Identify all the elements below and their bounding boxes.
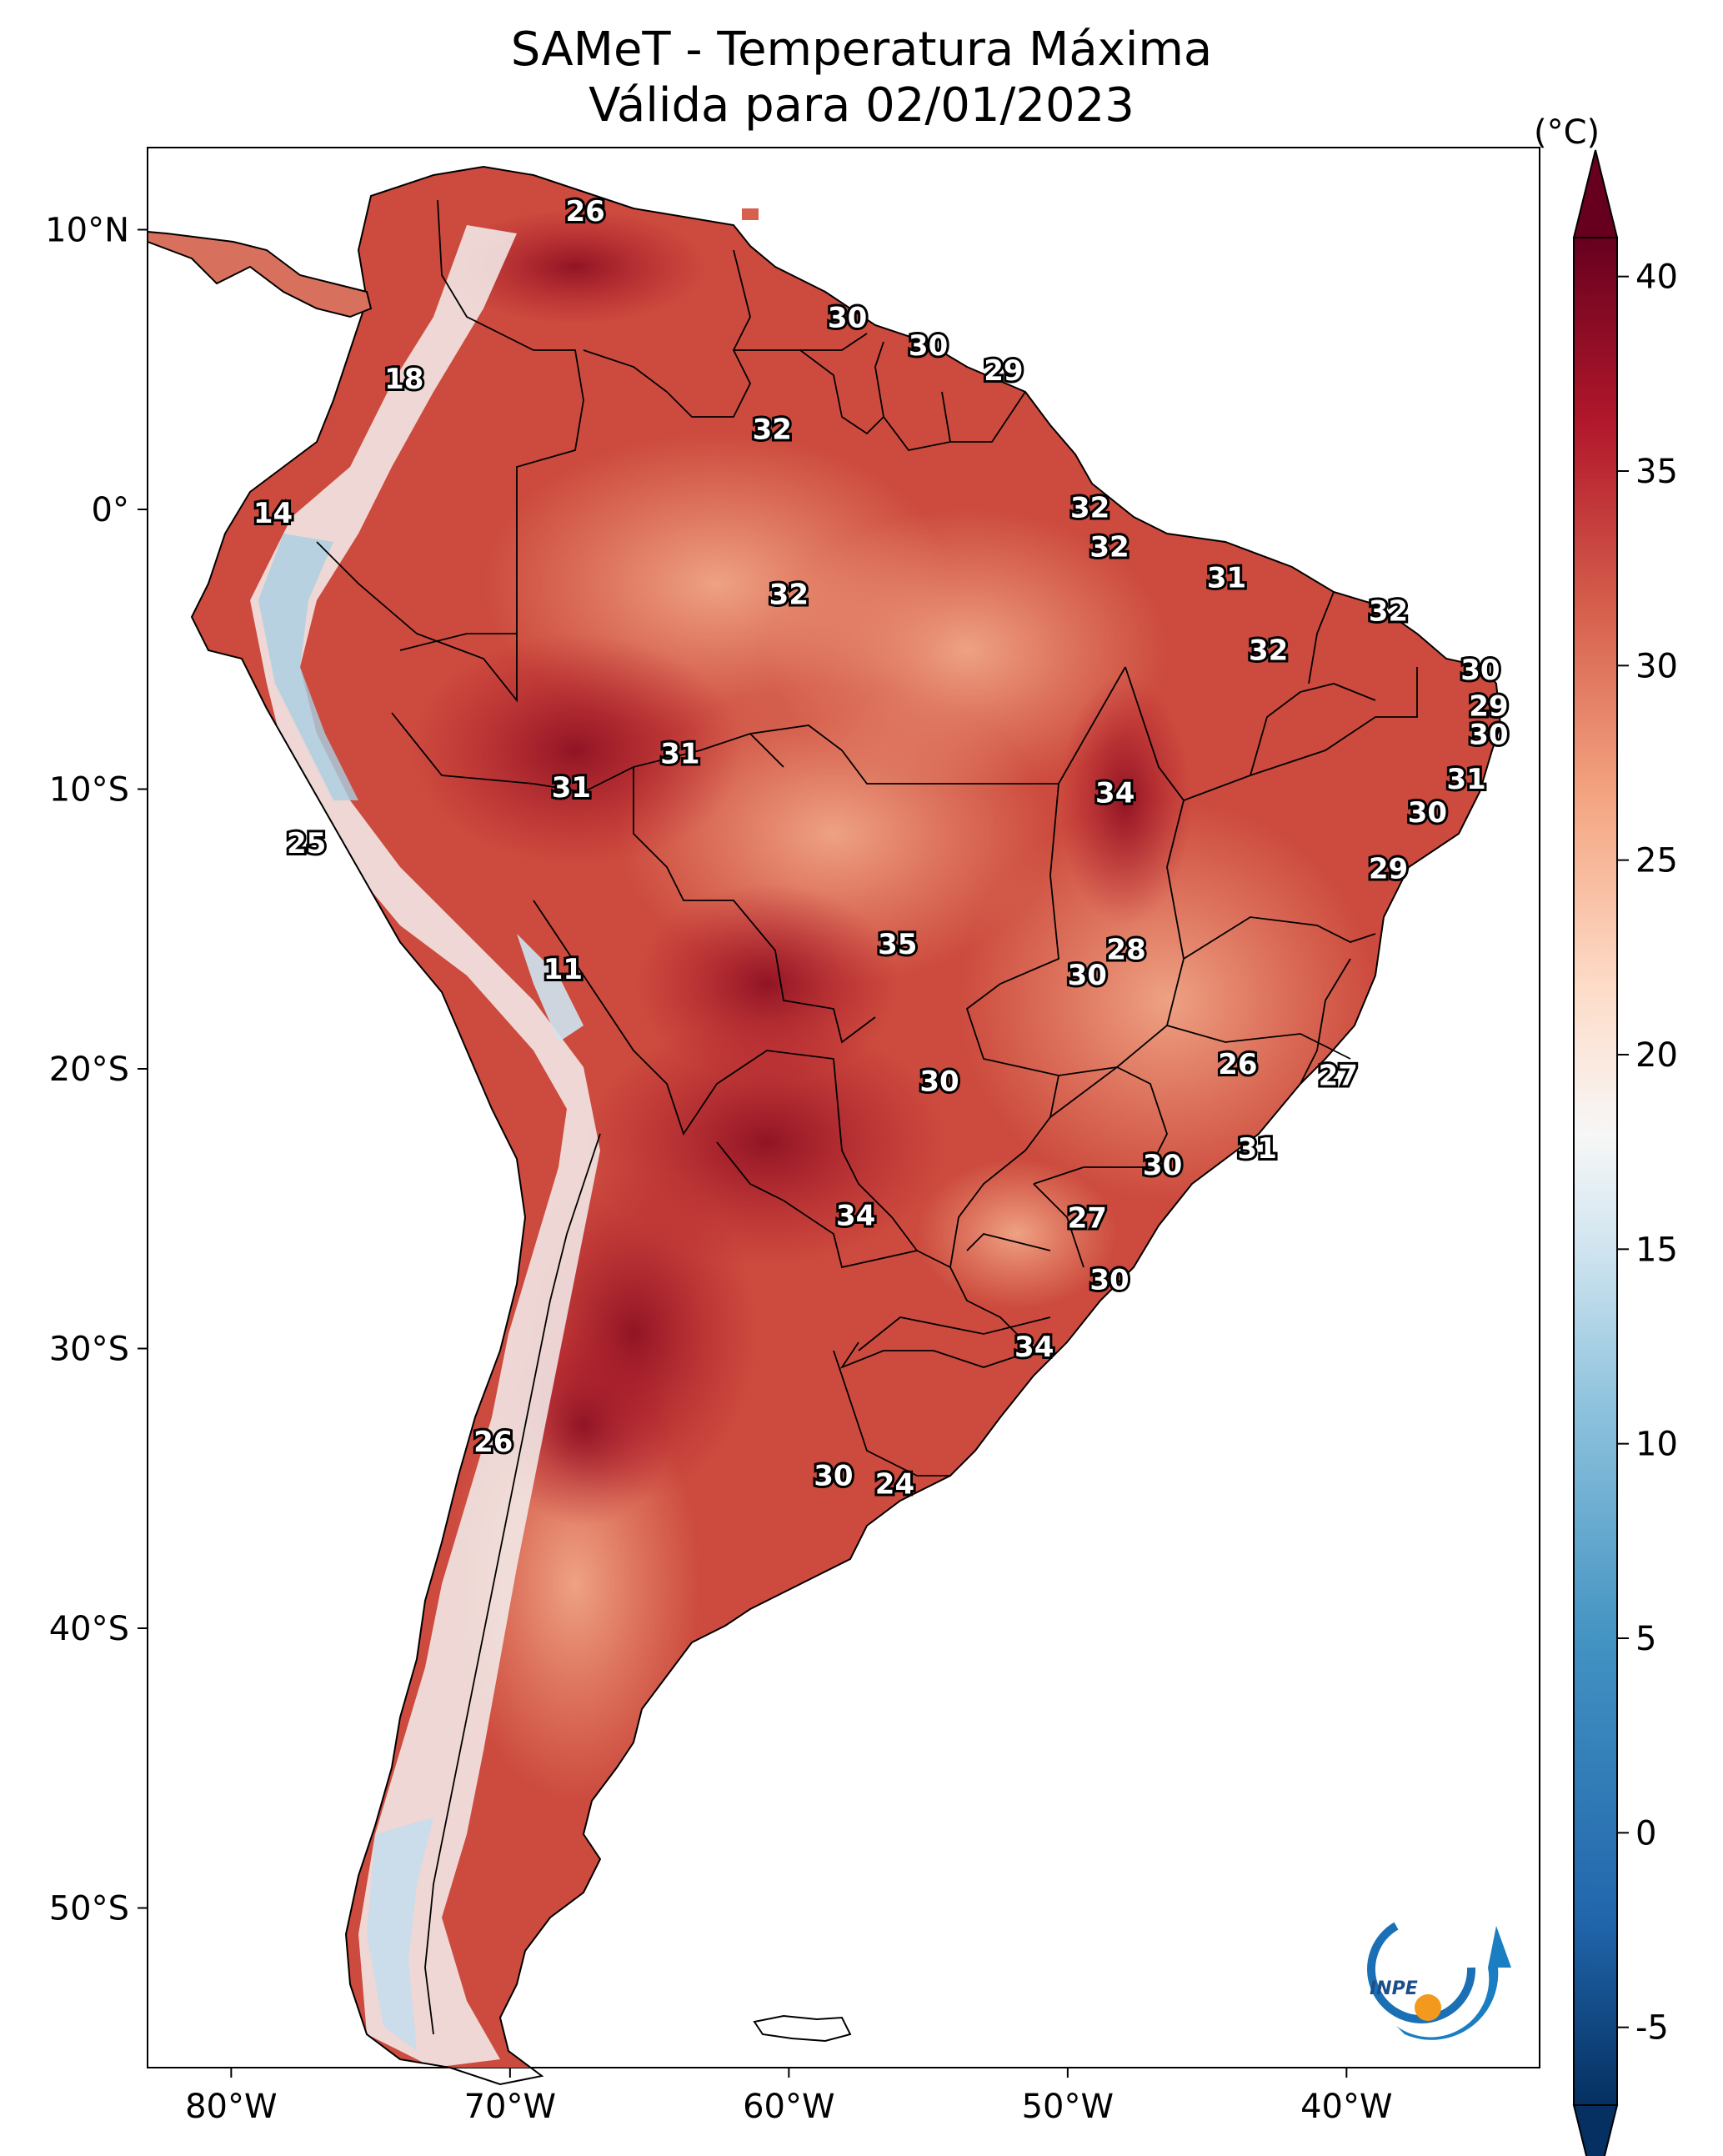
colorbar-tick-label: 25 xyxy=(1635,842,1678,880)
political-borders xyxy=(316,199,1418,2035)
temperature-label: 26 xyxy=(1218,1048,1257,1081)
temperature-label: 26 xyxy=(566,195,605,228)
temperature-label: 32 xyxy=(753,414,792,447)
lon-tick-label: 40°W xyxy=(1300,2088,1392,2126)
colorbar: (°C) 40 35 30 25 20 15 10 5 0 -5 xyxy=(1534,113,1678,2156)
temperature-label: 31 xyxy=(552,771,591,805)
temperature-label: 29 xyxy=(1369,852,1408,885)
latitude-ticks: 10°N 0° 10°S 20°S 30°S 40°S 50°S xyxy=(45,212,148,1928)
lat-tick-label: 40°S xyxy=(49,1610,129,1648)
temperature-label: 18 xyxy=(384,363,423,396)
colorbar-tick-label: 10 xyxy=(1635,1426,1678,1464)
lat-tick-label: 30°S xyxy=(49,1331,129,1369)
lon-tick-label: 50°W xyxy=(1022,2088,1114,2126)
colorbar-tick-label: 5 xyxy=(1635,1620,1656,1658)
central-america xyxy=(147,230,373,318)
logo-text: INPE xyxy=(1370,1978,1418,1999)
trinidad-island xyxy=(742,208,759,220)
lat-tick-label: 10°S xyxy=(49,771,129,810)
colorbar-tick-label: 40 xyxy=(1635,258,1678,297)
temperature-label: 11 xyxy=(543,953,583,986)
temperature-label: 14 xyxy=(253,497,293,530)
colorbar-unit: (°C) xyxy=(1534,113,1600,152)
temperature-label: 32 xyxy=(1089,530,1129,564)
colorbar-tick-label: 30 xyxy=(1635,647,1678,685)
lat-tick-label: 10°N xyxy=(45,212,129,250)
map-subtitle: Válida para 02/01/2023 xyxy=(589,78,1134,133)
temperature-label: 30 xyxy=(1089,1263,1129,1296)
colorbar-max-arrow xyxy=(1572,149,1619,238)
temperature-label: 28 xyxy=(1106,934,1145,967)
colorbar-tick-label: 0 xyxy=(1635,1814,1656,1853)
temperature-label: 31 xyxy=(1447,763,1486,796)
temperature-label: 34 xyxy=(1014,1331,1054,1364)
lat-tick-label: 0° xyxy=(92,491,129,529)
temperature-label: 32 xyxy=(1070,492,1109,525)
colorbar-min-arrow xyxy=(1572,2104,1619,2156)
temperature-label: 31 xyxy=(1238,1132,1277,1166)
inpe-logo-icon: INPE xyxy=(1367,1922,1511,2040)
lat-tick-label: 20°S xyxy=(49,1050,129,1089)
temperature-label: 30 xyxy=(919,1065,959,1098)
temperature-label: 35 xyxy=(878,928,917,961)
temperature-label: 32 xyxy=(769,579,809,612)
colorbar-scale xyxy=(1573,237,1618,2106)
temperature-label: 30 xyxy=(1469,718,1508,751)
temperature-label: 32 xyxy=(1369,595,1408,629)
map-title: SAMeT - Temperatura Máxima xyxy=(510,23,1213,77)
temperature-label: 30 xyxy=(1408,796,1447,830)
temperature-label: 26 xyxy=(473,1426,513,1459)
colorbar-ticks: 40 35 30 25 20 15 10 5 0 -5 xyxy=(1617,258,1678,2048)
temperature-label: 30 xyxy=(828,301,867,334)
falkland-islands xyxy=(753,2014,852,2043)
colorbar-tick-label: 20 xyxy=(1635,1036,1678,1075)
lat-tick-label: 50°S xyxy=(49,1890,129,1928)
colorbar-tick-label: 35 xyxy=(1635,453,1678,491)
temperature-label: 30 xyxy=(1460,654,1500,687)
temperature-label: 27 xyxy=(1068,1202,1107,1236)
temperature-label: 24 xyxy=(875,1467,914,1501)
temperature-label: 32 xyxy=(1249,634,1288,668)
temperature-label: 34 xyxy=(836,1199,875,1232)
temperature-label: 30 xyxy=(909,329,948,363)
colorbar-tick-label: -5 xyxy=(1635,2009,1669,2048)
temperature-label: 34 xyxy=(1095,777,1134,810)
lon-tick-label: 80°W xyxy=(185,2088,277,2126)
longitude-ticks: 80°W 70°W 60°W 50°W 40°W xyxy=(185,2068,1393,2126)
colorbar-tick-label: 15 xyxy=(1635,1231,1678,1269)
lon-tick-label: 70°W xyxy=(464,2088,556,2126)
temperature-label: 27 xyxy=(1319,1060,1358,1093)
coastline xyxy=(190,165,1502,2086)
temperature-label: 31 xyxy=(660,738,699,771)
lon-tick-label: 60°W xyxy=(743,2088,834,2126)
temperature-label: 29 xyxy=(984,354,1023,388)
temperature-label: 25 xyxy=(287,827,326,860)
temperature-label: 30 xyxy=(1068,959,1107,992)
temperature-label: 29 xyxy=(1469,690,1508,724)
temperature-label: 30 xyxy=(814,1459,853,1492)
temperature-label: 31 xyxy=(1207,561,1246,594)
temperature-label: 30 xyxy=(1143,1149,1182,1182)
